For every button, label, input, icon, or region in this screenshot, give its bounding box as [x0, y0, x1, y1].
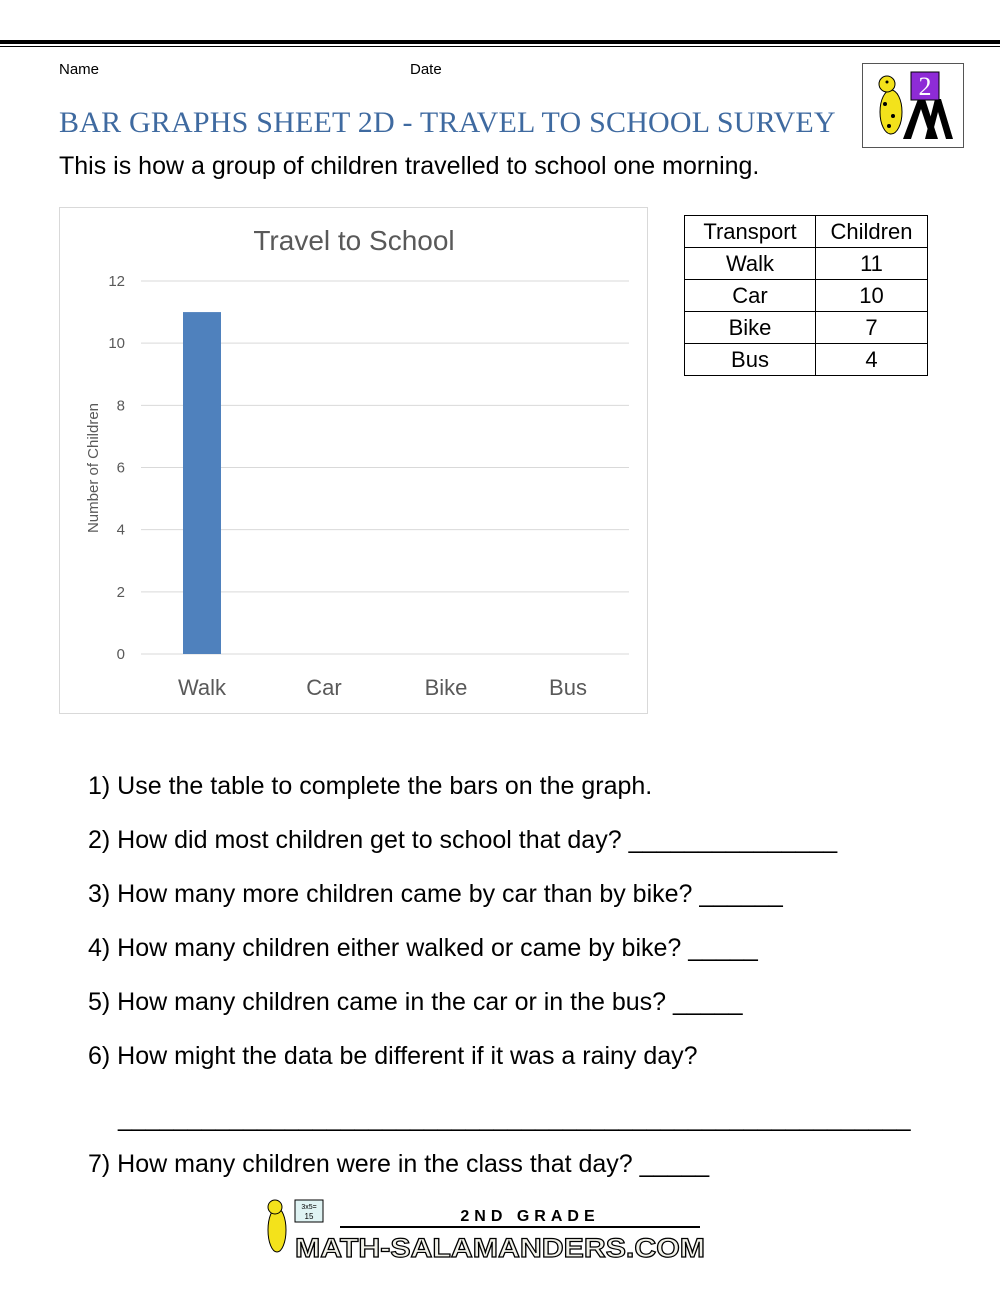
- date-label: Date: [410, 61, 442, 78]
- logo-number: 2: [919, 72, 932, 101]
- data-table: Transport Children Walk 11 Car 10 Bike 7 Bus 4: [684, 215, 928, 376]
- question-5: 5) How many children came in the car or …: [88, 988, 743, 1016]
- question-1: 1) Use the table to complete the bars on…: [88, 772, 653, 800]
- y-tick-label: 2: [117, 584, 125, 601]
- x-tick-label: Bus: [549, 675, 587, 700]
- y-tick-label: 8: [117, 397, 125, 414]
- intro-text: This is how a group of children travelle…: [59, 152, 760, 180]
- table-cell: 7: [815, 311, 928, 344]
- x-tick-label: Bike: [425, 675, 468, 700]
- name-label: Name: [59, 61, 100, 78]
- chart-title: Travel to School: [253, 225, 454, 256]
- table-row: Bus 4: [684, 343, 928, 376]
- answer-line[interactable]: ________________________________________…: [118, 1104, 911, 1132]
- chart-svg: Travel to School Number of Children 0 2 4 6…: [85, 225, 629, 700]
- y-tick-label: 6: [117, 460, 125, 477]
- table-cell: Walk: [684, 247, 816, 280]
- table-cell: Car: [684, 279, 816, 312]
- bar-walk: [183, 312, 221, 654]
- y-tick-label: 12: [108, 273, 125, 290]
- bar-chart: Travel to School Number of Children 0 2 4 6…: [59, 207, 648, 714]
- table-cell: Bike: [684, 311, 816, 344]
- table-cell: 4: [815, 343, 928, 376]
- footer-logo: 3x5= 15 2ND GRADE MATH-SALAMANDERS.COM: [255, 1195, 715, 1265]
- footer-grade: 2ND GRADE: [460, 1208, 599, 1225]
- top-rule: [0, 40, 1000, 44]
- y-tick-label: 4: [117, 522, 125, 539]
- question-7: 7) How many children were in the class t…: [88, 1150, 710, 1178]
- question-4: 4) How many children either walked or ca…: [88, 934, 758, 962]
- svg-text:15: 15: [305, 1212, 314, 1221]
- table-header-row: Transport Children: [684, 215, 928, 248]
- table-cell: 10: [815, 279, 928, 312]
- y-axis-label: Number of Children: [85, 403, 102, 533]
- table-row: Car 10: [684, 279, 928, 312]
- salamander-logo: 2: [862, 63, 964, 148]
- question-3: 3) How many more children came by car th…: [88, 880, 783, 908]
- table-row: Bike 7: [684, 311, 928, 344]
- table-header-cell: Transport: [684, 215, 816, 248]
- question-6: 6) How might the data be different if it…: [88, 1042, 698, 1070]
- x-tick-label: Car: [306, 675, 341, 700]
- page-title: BAR GRAPHS SHEET 2D - TRAVEL TO SCHOOL S…: [59, 106, 836, 139]
- footer-site: MATH-SALAMANDERS.COM: [295, 1233, 705, 1263]
- table-cell: Bus: [684, 343, 816, 376]
- svg-text:3x5=: 3x5=: [301, 1204, 316, 1211]
- table-header-cell: Children: [815, 215, 928, 248]
- y-tick-label: 10: [108, 335, 125, 352]
- x-tick-label: Walk: [178, 675, 227, 700]
- table-cell: 11: [815, 247, 928, 280]
- table-row: Walk 11: [684, 247, 928, 280]
- question-2: 2) How did most children get to school t…: [88, 826, 838, 854]
- top-rule-thin: [0, 46, 1000, 47]
- y-tick-label: 0: [117, 646, 125, 663]
